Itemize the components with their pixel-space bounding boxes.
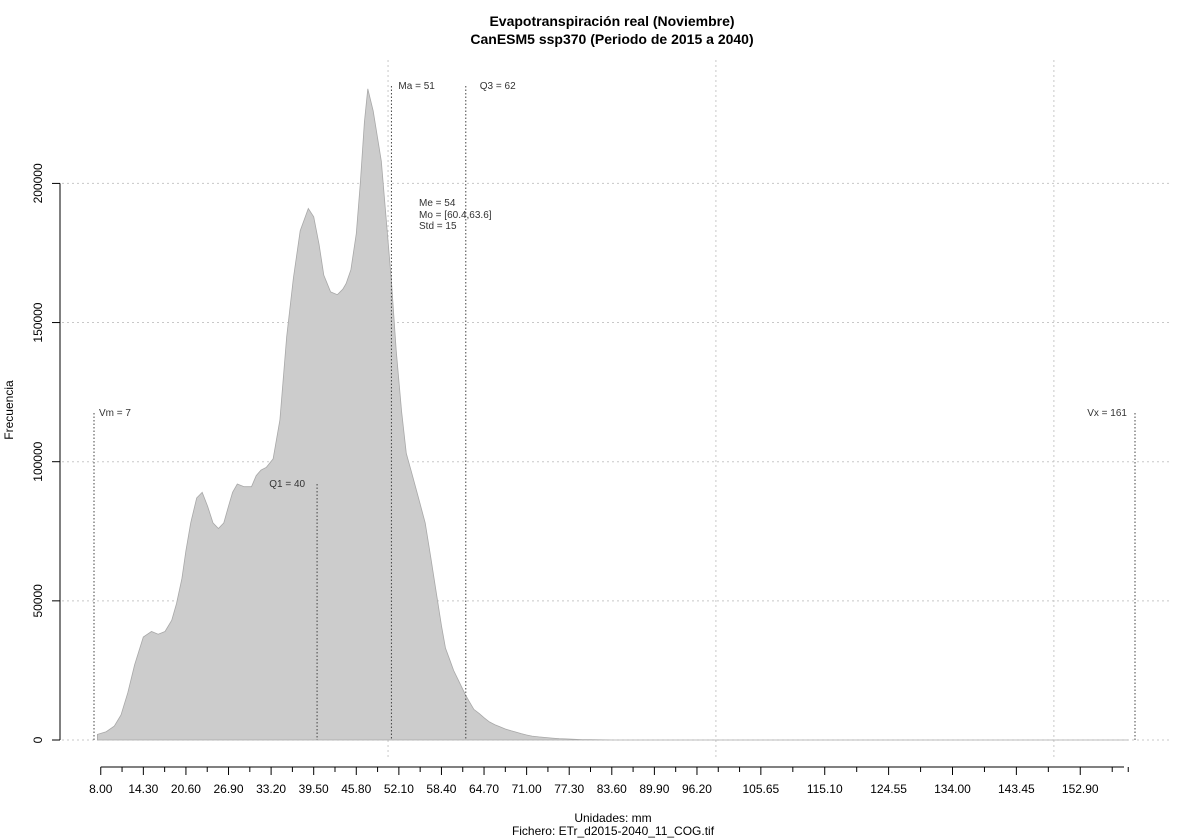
file-name-caption: Fichero: ETr_d2015-2040_11_COG.tif	[512, 824, 715, 838]
x-tick-label: 105.65	[742, 782, 779, 796]
y-axis: 0 50000 100000 150000 200000	[31, 163, 61, 743]
y-tick-label: 150000	[31, 302, 45, 342]
stats-summary-box: Me = 54 Mo = [60.4,63.6] Std = 15	[419, 198, 492, 232]
x-tick-label: 8.00	[89, 782, 113, 796]
y-tick-label: 100000	[31, 441, 45, 481]
stat-label: Q1 = 40	[269, 479, 305, 490]
stat-label: Vm = 7	[99, 408, 131, 419]
x-tick-label: 71.00	[512, 782, 542, 796]
x-tick-label: 39.50	[299, 782, 329, 796]
statistics-markers: Vm = 7 Q1 = 40 Ma = 51 Q3 = 62 Vx = 161	[93, 81, 1136, 740]
x-tick-label: 52.10	[384, 782, 414, 796]
x-tick-label: 58.40	[426, 782, 456, 796]
x-tick-label: 45.80	[341, 782, 371, 796]
x-tick-label: 14.30	[128, 782, 158, 796]
x-tick-label: 77.30	[554, 782, 584, 796]
chart-title: Evapotranspiración real (Noviembre)	[489, 13, 734, 29]
x-tick-label: 64.70	[469, 782, 499, 796]
x-axis: 8.00 14.30 20.60 26.90 33.20 39.50 45.80 52.10 5…	[89, 766, 1129, 796]
x-tick-label: 134.00	[934, 782, 971, 796]
stat-median: Me = 54	[419, 198, 456, 209]
x-tick-label: 83.60	[597, 782, 627, 796]
density-area	[96, 88, 1129, 741]
density-area-layer	[96, 88, 1129, 741]
stat-label: Ma = 51	[398, 81, 435, 92]
x-tick-label: 124.55	[870, 782, 907, 796]
x-tick-label: 152.90	[1062, 782, 1099, 796]
x-axis-title: Unidades: mm	[574, 811, 651, 825]
stat-label: Vx = 161	[1087, 408, 1127, 419]
y-tick-label: 200000	[31, 163, 45, 203]
y-axis-title: Frecuencia	[2, 380, 16, 440]
x-tick-label: 26.90	[214, 782, 244, 796]
x-tick-label: 115.10	[807, 782, 843, 796]
chart-subtitle: CanESM5 ssp370 (Periodo de 2015 a 2040)	[470, 31, 753, 47]
x-tick-label: 20.60	[171, 782, 201, 796]
x-tick-label: 33.20	[256, 782, 286, 796]
x-tick-label: 143.45	[998, 782, 1035, 796]
stat-mode: Mo = [60.4,63.6]	[419, 210, 492, 221]
x-tick-label: 96.20	[682, 782, 712, 796]
stat-label: Q3 = 62	[480, 81, 516, 92]
y-tick-label: 50000	[31, 584, 45, 618]
stat-std: Std = 15	[419, 221, 457, 232]
y-tick-label: 0	[31, 736, 45, 743]
x-tick-label: 89.90	[639, 782, 669, 796]
